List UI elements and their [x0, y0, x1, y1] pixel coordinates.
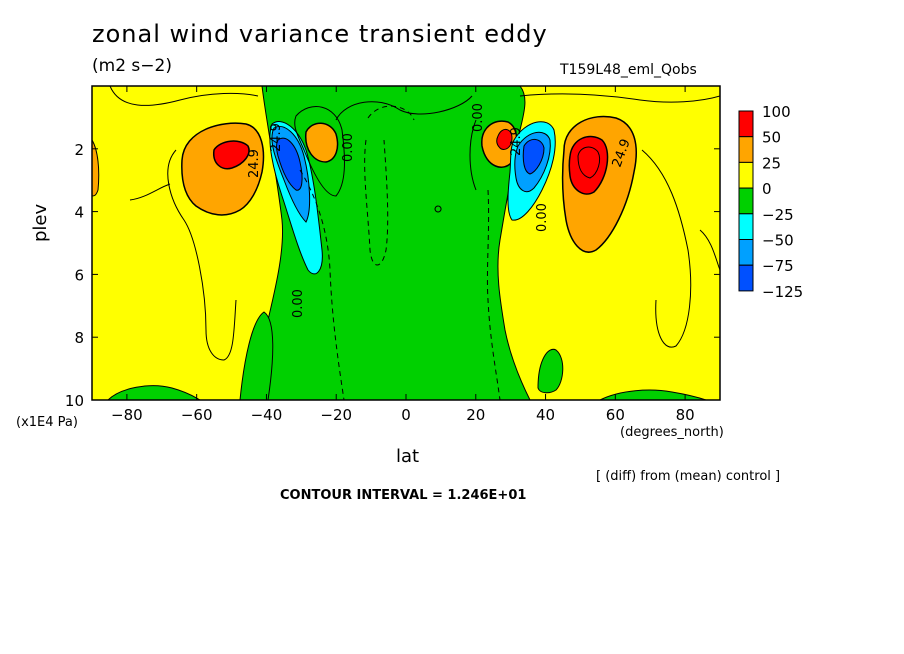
contour-label-zero: 0.00	[291, 289, 306, 318]
diff-note: [ (diff) from (mean) control ]	[596, 469, 781, 484]
legend-label: −75	[762, 257, 794, 275]
legend-label: 0	[762, 180, 772, 198]
dashed-negative-contours	[299, 105, 501, 400]
y-axis-unit: (x1E4 Pa)	[16, 415, 78, 430]
legend-swatch	[738, 136, 754, 163]
x-tick-label: 80	[676, 406, 695, 424]
nh-jet-red-max	[568, 135, 609, 195]
x-tick-label: 60	[606, 406, 625, 424]
x-tick-label: 20	[466, 406, 485, 424]
legend-swatch	[738, 264, 754, 292]
contour-label-positive: 24.9	[247, 149, 262, 178]
legend-swatch	[738, 161, 754, 189]
contour-label-zero: 0.00	[535, 203, 550, 232]
contour-lines	[109, 86, 720, 361]
x-axis-label: lat	[396, 446, 420, 467]
legend-swatch	[738, 213, 754, 241]
x-tick-label: −80	[111, 406, 143, 424]
chart-title: zonal wind variance transient eddy	[92, 20, 548, 48]
sh-positive-lobe	[305, 122, 339, 163]
contour-interval: CONTOUR INTERVAL = 1.246E+01	[280, 488, 527, 503]
legend-swatch	[738, 187, 754, 215]
legend-label: −50	[762, 232, 794, 250]
nh-negative-dark-blue	[522, 139, 545, 175]
sh-jet-red-max	[213, 140, 250, 170]
lower-right-negative-lobe	[537, 348, 564, 394]
legend-label: −125	[762, 283, 803, 301]
x-tick-label: −40	[251, 406, 283, 424]
contour-label-zero: 0.00	[471, 103, 486, 132]
x-tick-label: −20	[320, 406, 352, 424]
legend-label: 50	[762, 129, 781, 147]
y-tick-label: 4	[74, 204, 84, 222]
x-axis-unit: (degrees_north)	[620, 425, 724, 440]
y-axis-ticks: 2 4 6 8 10	[65, 141, 720, 410]
chart-units: (m2 s−2)	[92, 56, 172, 76]
x-axis-ticks: −80 −60 −40 −20 0 20 40 60 80	[111, 86, 695, 424]
nh-positive-red-max	[496, 129, 513, 151]
x-tick-label: 0	[401, 406, 411, 424]
legend-label: −25	[762, 206, 794, 224]
legend-swatch	[738, 239, 754, 266]
y-tick-label: 6	[74, 266, 84, 284]
contour-label-positive: 24.9	[269, 123, 284, 152]
lower-left-negative-lobe	[239, 311, 274, 400]
x-tick-label: −60	[181, 406, 213, 424]
bottom-right-strip	[599, 389, 707, 400]
color-legend: 100 50 25 0 −25 −50 −75 −125	[738, 103, 803, 301]
legend-label: 25	[762, 154, 781, 172]
contour-label-positive: 24.9	[509, 127, 524, 156]
contour-label-zero: 0.00	[341, 133, 356, 162]
y-tick-label: 10	[65, 392, 84, 410]
sh-negative-dark-blue	[276, 137, 303, 191]
x-tick-label: 40	[536, 406, 555, 424]
y-tick-label: 2	[74, 141, 84, 159]
contour-fill	[92, 86, 720, 400]
y-tick-label: 8	[74, 329, 84, 347]
sh-left-orange-edge	[92, 139, 100, 197]
run-id-label: T159L48_eml_Qobs	[560, 62, 697, 78]
legend-label: 100	[762, 103, 791, 121]
legend-swatch	[738, 110, 754, 138]
